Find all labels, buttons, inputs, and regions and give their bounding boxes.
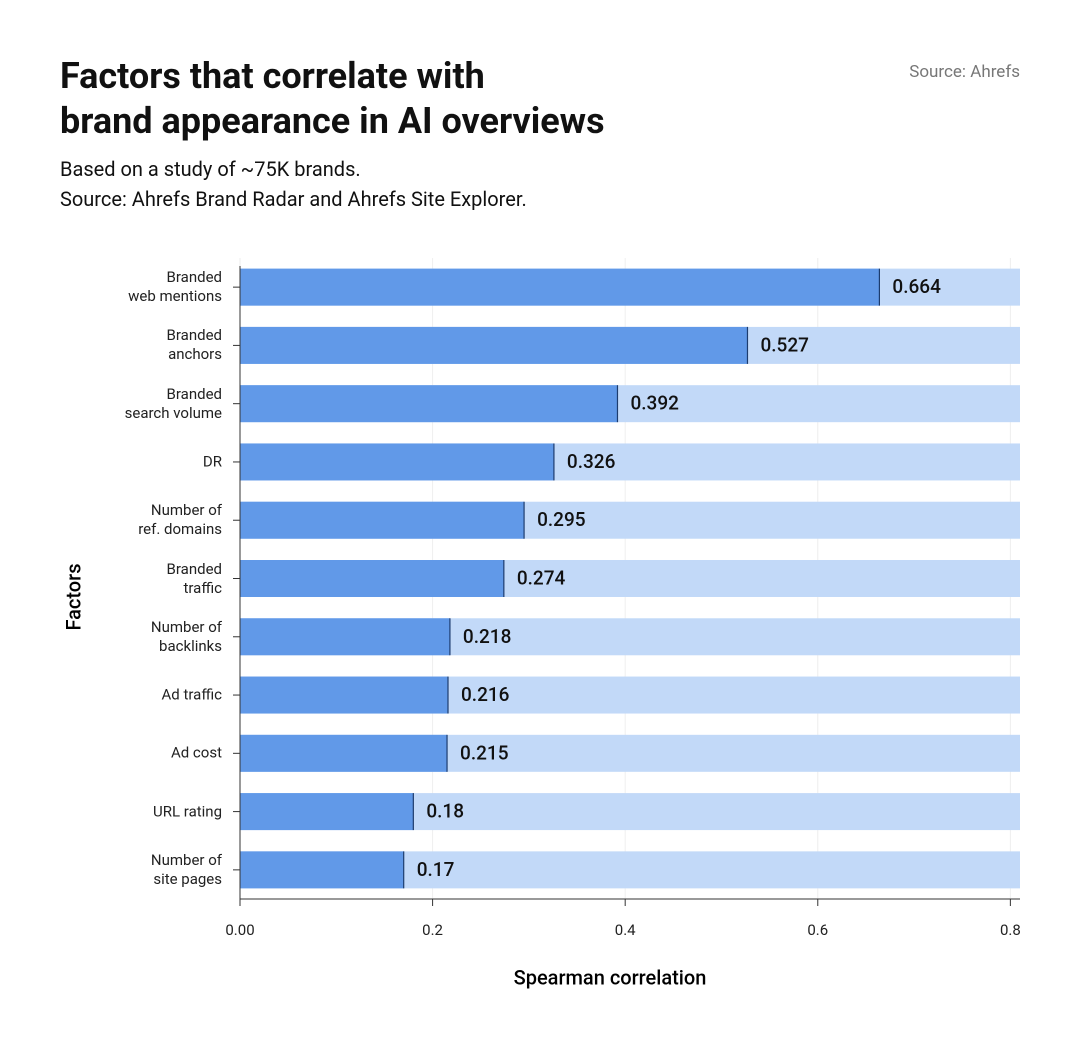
bar — [240, 676, 448, 714]
y-tick-label: Branded anchors — [166, 326, 222, 364]
value-label: 0.218 — [463, 625, 511, 648]
source-note: Source: Ahrefs — [909, 62, 1020, 82]
value-label: 0.274 — [517, 567, 566, 590]
bar — [240, 326, 748, 364]
y-tick-label: Branded traffic — [166, 559, 222, 597]
x-tick-label: 0.2 — [422, 921, 443, 939]
value-label: 0.216 — [461, 683, 510, 706]
y-axis-title: Factors — [61, 563, 85, 630]
bar — [240, 560, 504, 597]
y-tick-label: DR — [202, 452, 222, 471]
bar — [240, 734, 448, 772]
y-tick-label: Ad cost — [170, 743, 222, 762]
y-tick-label: Ad traffic — [161, 685, 222, 704]
value-label: 0.295 — [537, 508, 586, 531]
value-label: 0.326 — [567, 450, 616, 473]
value-label: 0.18 — [426, 800, 464, 823]
chart-title: Factors that correlate with brand appear… — [60, 55, 605, 142]
value-label: 0.527 — [760, 333, 808, 356]
bar — [240, 851, 404, 889]
chart-subtitle: Based on a study of ~75K brands. Source:… — [60, 157, 527, 211]
y-tick-label: Number of ref. domains — [138, 501, 222, 539]
y-tick-label: Branded web mentions — [128, 268, 222, 306]
bar — [240, 501, 525, 539]
bar — [240, 268, 880, 306]
value-label: 0.664 — [892, 275, 941, 298]
y-tick-label: Number of backlinks — [150, 617, 222, 655]
bar — [240, 618, 450, 656]
y-tick-label: Branded search volume — [124, 384, 222, 422]
x-tick-label: 0.00 — [225, 921, 254, 939]
bar — [240, 385, 618, 423]
bar — [240, 793, 414, 831]
y-tick-label: URL rating — [153, 802, 222, 821]
x-tick-label: 0.8 — [1000, 921, 1021, 939]
x-tick-label: 0.4 — [615, 921, 636, 939]
bar — [240, 443, 554, 481]
value-label: 0.392 — [630, 392, 679, 415]
y-tick-label: Number of site pages — [150, 850, 222, 888]
value-label: 0.17 — [417, 858, 455, 881]
value-label: 0.215 — [460, 741, 509, 764]
x-tick-label: 0.6 — [807, 921, 828, 939]
x-axis-title: Spearman correlation — [514, 965, 707, 989]
